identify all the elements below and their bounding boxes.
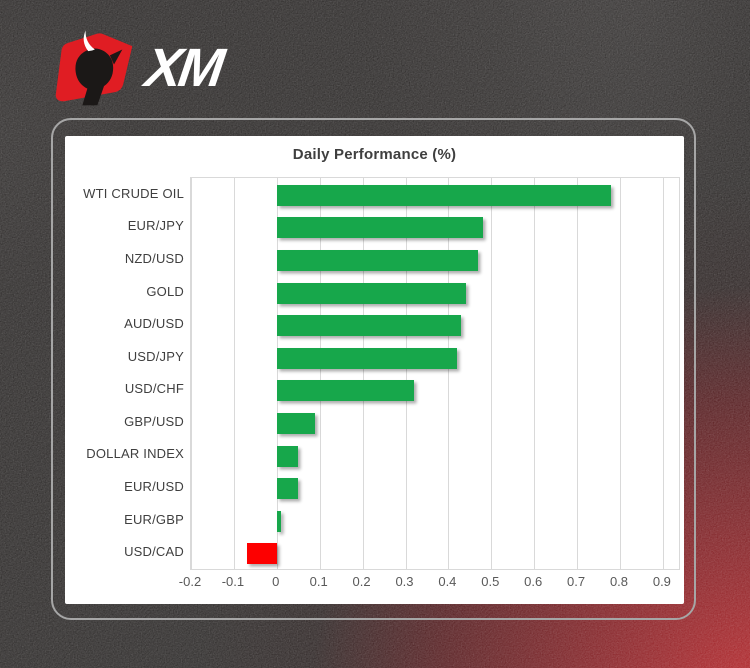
category-label-aud-usd: AUD/USD	[124, 316, 184, 332]
x-gridline	[405, 178, 407, 569]
category-label-nzd-usd: NZD/USD	[124, 250, 184, 266]
x-tick-label: 0.8	[609, 574, 629, 589]
x-tick-label: 0.1	[309, 574, 328, 589]
bar-dollar-index	[276, 445, 299, 467]
x-tick-label: 0.2	[352, 574, 371, 589]
x-gridline	[491, 178, 493, 569]
chart-card-frame	[51, 118, 696, 620]
bar-usd-jpy	[276, 347, 457, 369]
category-label-usd-jpy: USD/JPY	[127, 348, 184, 364]
x-tick-label: 0	[272, 574, 280, 589]
bar-gold	[276, 282, 466, 304]
x-tick-label: -0.1	[221, 574, 245, 589]
category-label-gold: GOLD	[146, 283, 184, 299]
x-gridline	[534, 178, 536, 569]
category-label-dollar-index: DOLLAR INDEX	[86, 446, 184, 462]
bar-eur-gbp	[276, 510, 282, 532]
x-tick-label: 0.3	[395, 574, 414, 589]
bar-usd-chf	[276, 380, 415, 402]
chart-panel: Daily Performance (%) WTI CRUDE OIL EUR/J…	[65, 136, 684, 604]
category-label-eur-gbp: EUR/GBP	[124, 511, 184, 527]
bar-nzd-usd	[276, 250, 479, 271]
x-gridline	[620, 178, 621, 569]
x-tick-label: 0.7	[567, 574, 586, 589]
bar-usd-cad	[246, 543, 277, 565]
bar-eur-usd	[276, 478, 299, 499]
chart-title: Daily Performance (%)	[292, 146, 457, 163]
bar-wti-crude-oil	[276, 184, 612, 206]
category-label-usd-chf: USD/CHF	[124, 381, 184, 397]
xm-logo: XM	[44, 28, 225, 106]
x-gridline	[319, 178, 321, 569]
x-gridline	[276, 178, 278, 569]
x-gridline	[448, 178, 450, 569]
x-gridline	[662, 178, 664, 569]
bar-aud-usd	[276, 315, 462, 337]
x-gridline	[577, 178, 579, 569]
x-tick-label: -0.2	[178, 574, 202, 589]
bar-eur-jpy	[276, 217, 483, 239]
x-gridline	[191, 178, 192, 569]
brand-text: XM	[141, 38, 226, 98]
x-tick-label: 0.9	[652, 574, 671, 589]
category-label-usd-cad: USD/CAD	[124, 544, 184, 560]
category-label-eur-jpy: EUR/JPY	[127, 218, 184, 234]
bull-icon	[55, 30, 133, 106]
plot-area	[190, 177, 680, 570]
value-axis: -0.2 -0.1 0 0.1 0.2 0.3 0.4 0.5 0.6 0.7 0.8 0.9	[179, 574, 710, 594]
category-label-gbp-usd: GBP/USD	[124, 413, 184, 429]
x-tick-label: 0.4	[438, 574, 457, 589]
x-tick-label: 0.6	[524, 574, 543, 589]
category-axis: WTI CRUDE OIL EUR/JPY NZD/USD GOLD AUD/USD US…	[69, 177, 184, 568]
x-tick-label: 0.5	[481, 574, 500, 589]
x-gridline	[362, 178, 364, 569]
bar-gbp-usd	[276, 412, 316, 434]
category-label-wti-crude-oil: WTI CRUDE OIL	[83, 185, 184, 201]
x-gridline	[233, 178, 235, 569]
category-label-eur-usd: EUR/USD	[124, 479, 184, 495]
